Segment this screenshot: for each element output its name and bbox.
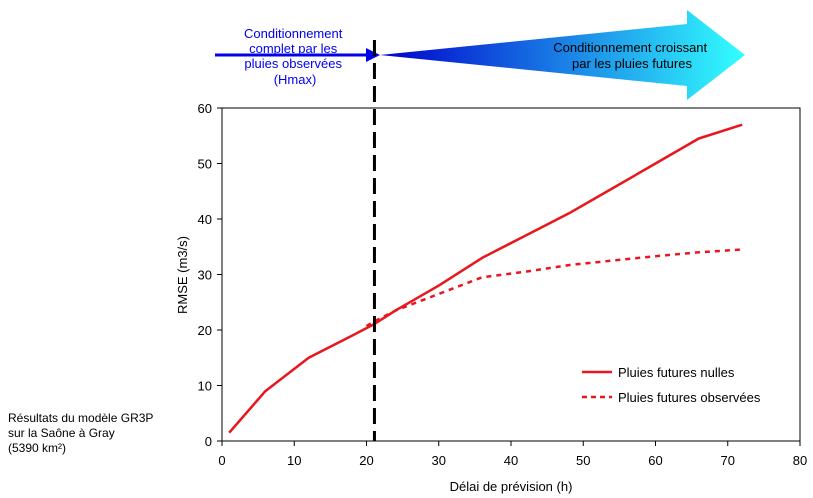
right-arrow-label-line: Conditionnement croissant — [553, 40, 707, 55]
series-line-pluies-futures-observees — [365, 248, 743, 328]
legend-label-dashed: Pluies futures observées — [618, 390, 761, 405]
model-note-line: Résultats du modèle GR3P — [8, 411, 154, 425]
right-arrow-label-line: par les pluies futures — [572, 56, 692, 71]
y-tick-label: 30 — [198, 268, 212, 283]
model-note-line: sur la Saône à Gray — [8, 426, 115, 440]
left-arrow-label: Conditionnement complet par les pluies o… — [244, 26, 346, 87]
x-tick-label: 60 — [648, 453, 662, 468]
y-axis-label: RMSE (m3/s) — [175, 236, 190, 314]
x-tick-label: 50 — [576, 453, 590, 468]
model-note: Résultats du modèle GR3P sur la Saône à … — [8, 411, 153, 456]
x-tick-label: 10 — [287, 453, 301, 468]
x-tick-label: 70 — [721, 453, 735, 468]
x-axis: 0 10 20 30 40 50 60 70 80 — [218, 441, 807, 468]
legend-label-solid: Pluies futures nulles — [618, 365, 735, 380]
y-tick-label: 60 — [198, 101, 212, 116]
left-arrow-label-line: Conditionnement — [244, 26, 343, 41]
x-tick-label: 30 — [432, 453, 446, 468]
y-tick-label: 50 — [198, 157, 212, 172]
left-arrow-label-line: pluies observées — [244, 56, 342, 71]
y-tick-label: 20 — [198, 323, 212, 338]
y-tick-label: 10 — [198, 379, 212, 394]
left-arrow-label-line: complet par les — [249, 41, 338, 56]
right-arrow-label: Conditionnement croissant par les pluies… — [553, 40, 711, 71]
right-gradient-arrow — [380, 10, 745, 100]
y-tick-label: 0 — [205, 434, 212, 449]
x-axis-label: Délai de prévision (h) — [450, 479, 573, 494]
x-tick-label: 80 — [793, 453, 807, 468]
model-note-line: (5390 km²) — [8, 441, 67, 455]
series-layer — [228, 123, 743, 434]
x-tick-label: 0 — [218, 453, 225, 468]
x-tick-label: 20 — [359, 453, 373, 468]
left-arrow-label-line: (Hmax) — [274, 72, 317, 87]
y-axis: 0 10 20 30 40 50 60 — [198, 101, 222, 449]
y-tick-label: 40 — [198, 212, 212, 227]
x-tick-label: 40 — [504, 453, 518, 468]
series-line-pluies-futures-nulles — [228, 123, 743, 434]
legend: Pluies futures nulles Pluies futures obs… — [582, 365, 761, 405]
